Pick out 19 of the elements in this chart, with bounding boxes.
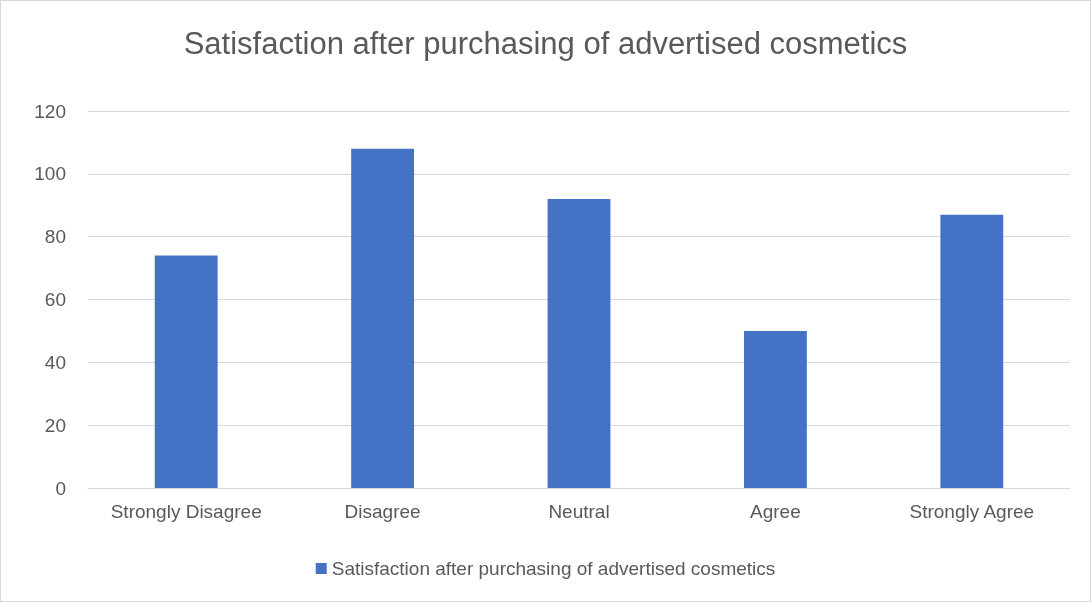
bar (547, 198, 611, 488)
x-tick-label: Strongly Agree (909, 501, 1035, 522)
y-tick-label: 60 (44, 289, 66, 310)
y-tick-label: 20 (44, 414, 66, 436)
x-tick-label: Strongly Disagree (110, 501, 262, 522)
x-tick-label: Neutral (548, 501, 610, 522)
x-tick-label: Agree (750, 501, 801, 522)
bar (743, 330, 807, 488)
chart-title: Satisfaction after purchasing of advertised cosmetics (183, 26, 908, 61)
legend-label: Satisfaction after purchasing of advertised cosmetics (331, 558, 776, 579)
y-tick-label: 80 (44, 226, 66, 248)
y-tick-label: 100 (34, 163, 66, 185)
bar (351, 148, 415, 488)
y-tick-label: 40 (44, 351, 66, 373)
y-tick-label: 0 (55, 477, 66, 499)
bar (154, 255, 218, 488)
x-tick-label: Disagree (344, 501, 421, 522)
bar (940, 214, 1004, 488)
y-tick-label: 120 (34, 100, 66, 122)
